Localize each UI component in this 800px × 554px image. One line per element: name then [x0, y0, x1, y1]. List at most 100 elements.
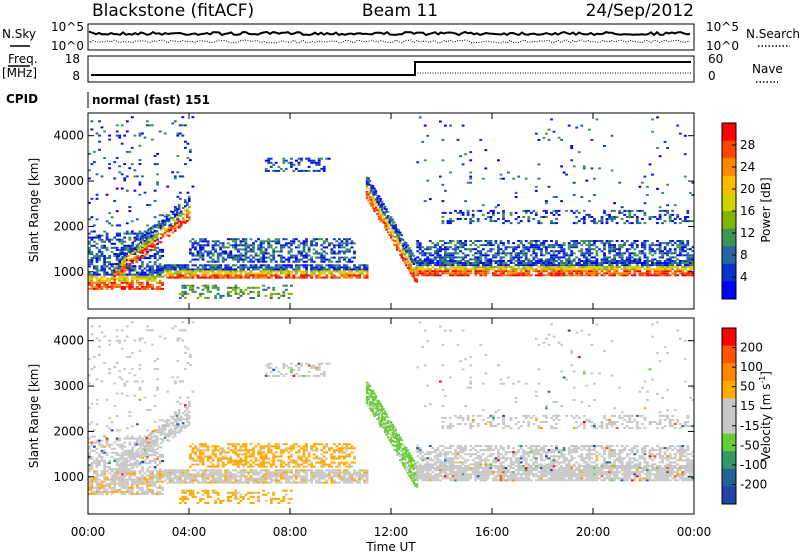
scatter-cell — [532, 248, 536, 251]
scatter-cell — [125, 248, 128, 251]
scatter-cell — [691, 250, 695, 253]
scatter-cell — [130, 486, 134, 489]
scatter-cell — [110, 216, 114, 219]
scatter-cell — [625, 266, 629, 269]
scatter-cell — [137, 249, 141, 251]
scatter-cell — [128, 490, 132, 493]
scatter-cell — [88, 277, 91, 280]
scatter-cell — [297, 258, 301, 261]
scatter-cell — [315, 161, 318, 164]
scatter-cell — [264, 260, 268, 263]
scatter-cell — [310, 274, 313, 277]
scatter-cell — [153, 453, 157, 456]
scatter-cell — [165, 420, 169, 423]
scatter-cell — [580, 266, 584, 269]
scatter-cell — [139, 454, 143, 457]
scatter-cell — [423, 124, 427, 127]
scatter-cell — [466, 274, 470, 277]
scatter-cell — [148, 460, 152, 462]
scatter-cell — [373, 199, 376, 202]
scatter-cell — [130, 351, 134, 354]
scatter-cell — [168, 268, 172, 271]
scatter-cell — [332, 264, 336, 267]
scatter-cell — [668, 258, 672, 261]
scatter-cell — [186, 203, 189, 206]
scatter-cell — [456, 264, 460, 267]
scatter-cell — [431, 270, 435, 273]
scatter-cell — [138, 488, 142, 491]
scatter-cell — [120, 478, 124, 481]
nsky-trace — [89, 30, 691, 37]
scatter-cell — [98, 339, 101, 342]
scatter-cell — [168, 224, 172, 227]
scatter-cell — [139, 456, 143, 459]
scatter-cell — [158, 255, 162, 257]
scatter-cell — [88, 232, 91, 235]
scatter-cell — [661, 222, 664, 225]
scatter-cell — [206, 254, 210, 257]
scatter-cell — [534, 264, 538, 267]
scatter-cell — [320, 264, 324, 267]
scatter-cell — [216, 274, 220, 277]
scatter-cell — [267, 246, 271, 249]
scatter-cell — [499, 262, 503, 264]
scatter-cell — [169, 222, 173, 225]
scatter-cell — [461, 266, 465, 269]
scatter-cell — [103, 476, 106, 479]
scatter-cell — [105, 193, 109, 196]
scatter-cell — [598, 264, 601, 267]
scatter-cell — [691, 181, 695, 184]
scatter-cell — [143, 236, 147, 238]
scatter-cell — [547, 260, 551, 262]
scatter-cell — [147, 249, 151, 251]
scatter-cell — [322, 165, 326, 168]
scatter-cell — [167, 423, 171, 426]
scatter-cell — [393, 225, 396, 228]
scatter-cell — [469, 264, 473, 267]
scatter-cell — [110, 490, 114, 493]
scatter-cell — [133, 453, 137, 456]
scatter-cell — [565, 258, 568, 261]
scatter-cell — [461, 274, 465, 277]
scatter-cell — [123, 449, 127, 452]
scatter-cell — [588, 250, 591, 253]
scatter-cell — [98, 269, 101, 272]
scatter-cell — [545, 250, 548, 253]
scatter-cell — [135, 449, 139, 452]
scatter-cell — [479, 209, 483, 212]
scatter-cell — [656, 248, 659, 251]
scatter-cell — [509, 256, 513, 259]
scatter-cell — [129, 452, 132, 455]
scatter-cell — [98, 234, 101, 237]
scatter-cell — [151, 236, 154, 239]
scatter-cell — [191, 286, 195, 289]
scatter-cell — [118, 484, 122, 487]
scatter-cell — [88, 437, 91, 440]
scatter-cell — [547, 246, 551, 249]
scatter-cell — [148, 474, 152, 477]
scatter-cell — [628, 216, 632, 218]
scatter-cell — [118, 261, 122, 264]
scatter-cell — [600, 240, 604, 242]
scatter-cell — [287, 250, 291, 253]
scatter-cell — [446, 242, 450, 245]
scatter-cell — [158, 285, 162, 288]
scatter-cell — [119, 462, 122, 465]
scatter-cell — [534, 213, 538, 216]
scatter-cell — [204, 284, 207, 287]
scatter-cell — [159, 241, 163, 244]
scatter-cell — [90, 259, 94, 262]
scatter-cell — [113, 242, 117, 245]
scatter-cell — [216, 268, 220, 271]
scatter-cell — [537, 258, 541, 261]
scatter-cell — [441, 260, 445, 262]
scatter-cell — [459, 209, 462, 212]
scatter-cell — [115, 253, 119, 255]
scatter-cell — [469, 218, 473, 220]
scatter-cell — [519, 242, 523, 245]
scatter-cell — [88, 482, 91, 485]
scatter-cell — [141, 237, 145, 240]
scatter-cell — [149, 249, 153, 252]
scatter-cell — [284, 159, 288, 162]
scatter-cell — [226, 292, 230, 295]
